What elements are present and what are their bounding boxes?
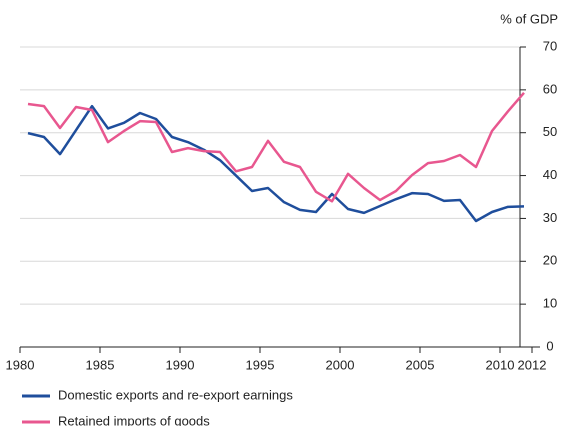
y-tick-label: 40	[543, 167, 557, 182]
x-tick-label: 1985	[86, 357, 115, 372]
x-tick-label: 2000	[326, 357, 355, 372]
x-tick-label: 2012	[518, 357, 547, 372]
y-tick-label: 70	[543, 38, 557, 53]
x-tick-label: 1995	[246, 357, 275, 372]
x-tick-label: 1980	[6, 357, 35, 372]
y-tick-label: 30	[543, 210, 557, 225]
legend-label: Retained imports of goods	[58, 413, 210, 426]
x-tick-label: 1990	[166, 357, 195, 372]
y-tick-label: 10	[543, 296, 557, 311]
y-tick-label: 20	[543, 253, 557, 268]
legend-label: Domestic exports and re-export earnings	[58, 387, 293, 402]
x-tick-label: 2010	[486, 357, 515, 372]
series-line	[27, 92, 525, 203]
y-tick-label: 0	[546, 338, 553, 353]
y-tick-label: 60	[543, 81, 557, 96]
series-line	[27, 104, 525, 223]
y-axis-label: % of GDP	[500, 11, 558, 26]
y-tick-label: 50	[543, 124, 557, 139]
x-tick-label: 2005	[406, 357, 435, 372]
